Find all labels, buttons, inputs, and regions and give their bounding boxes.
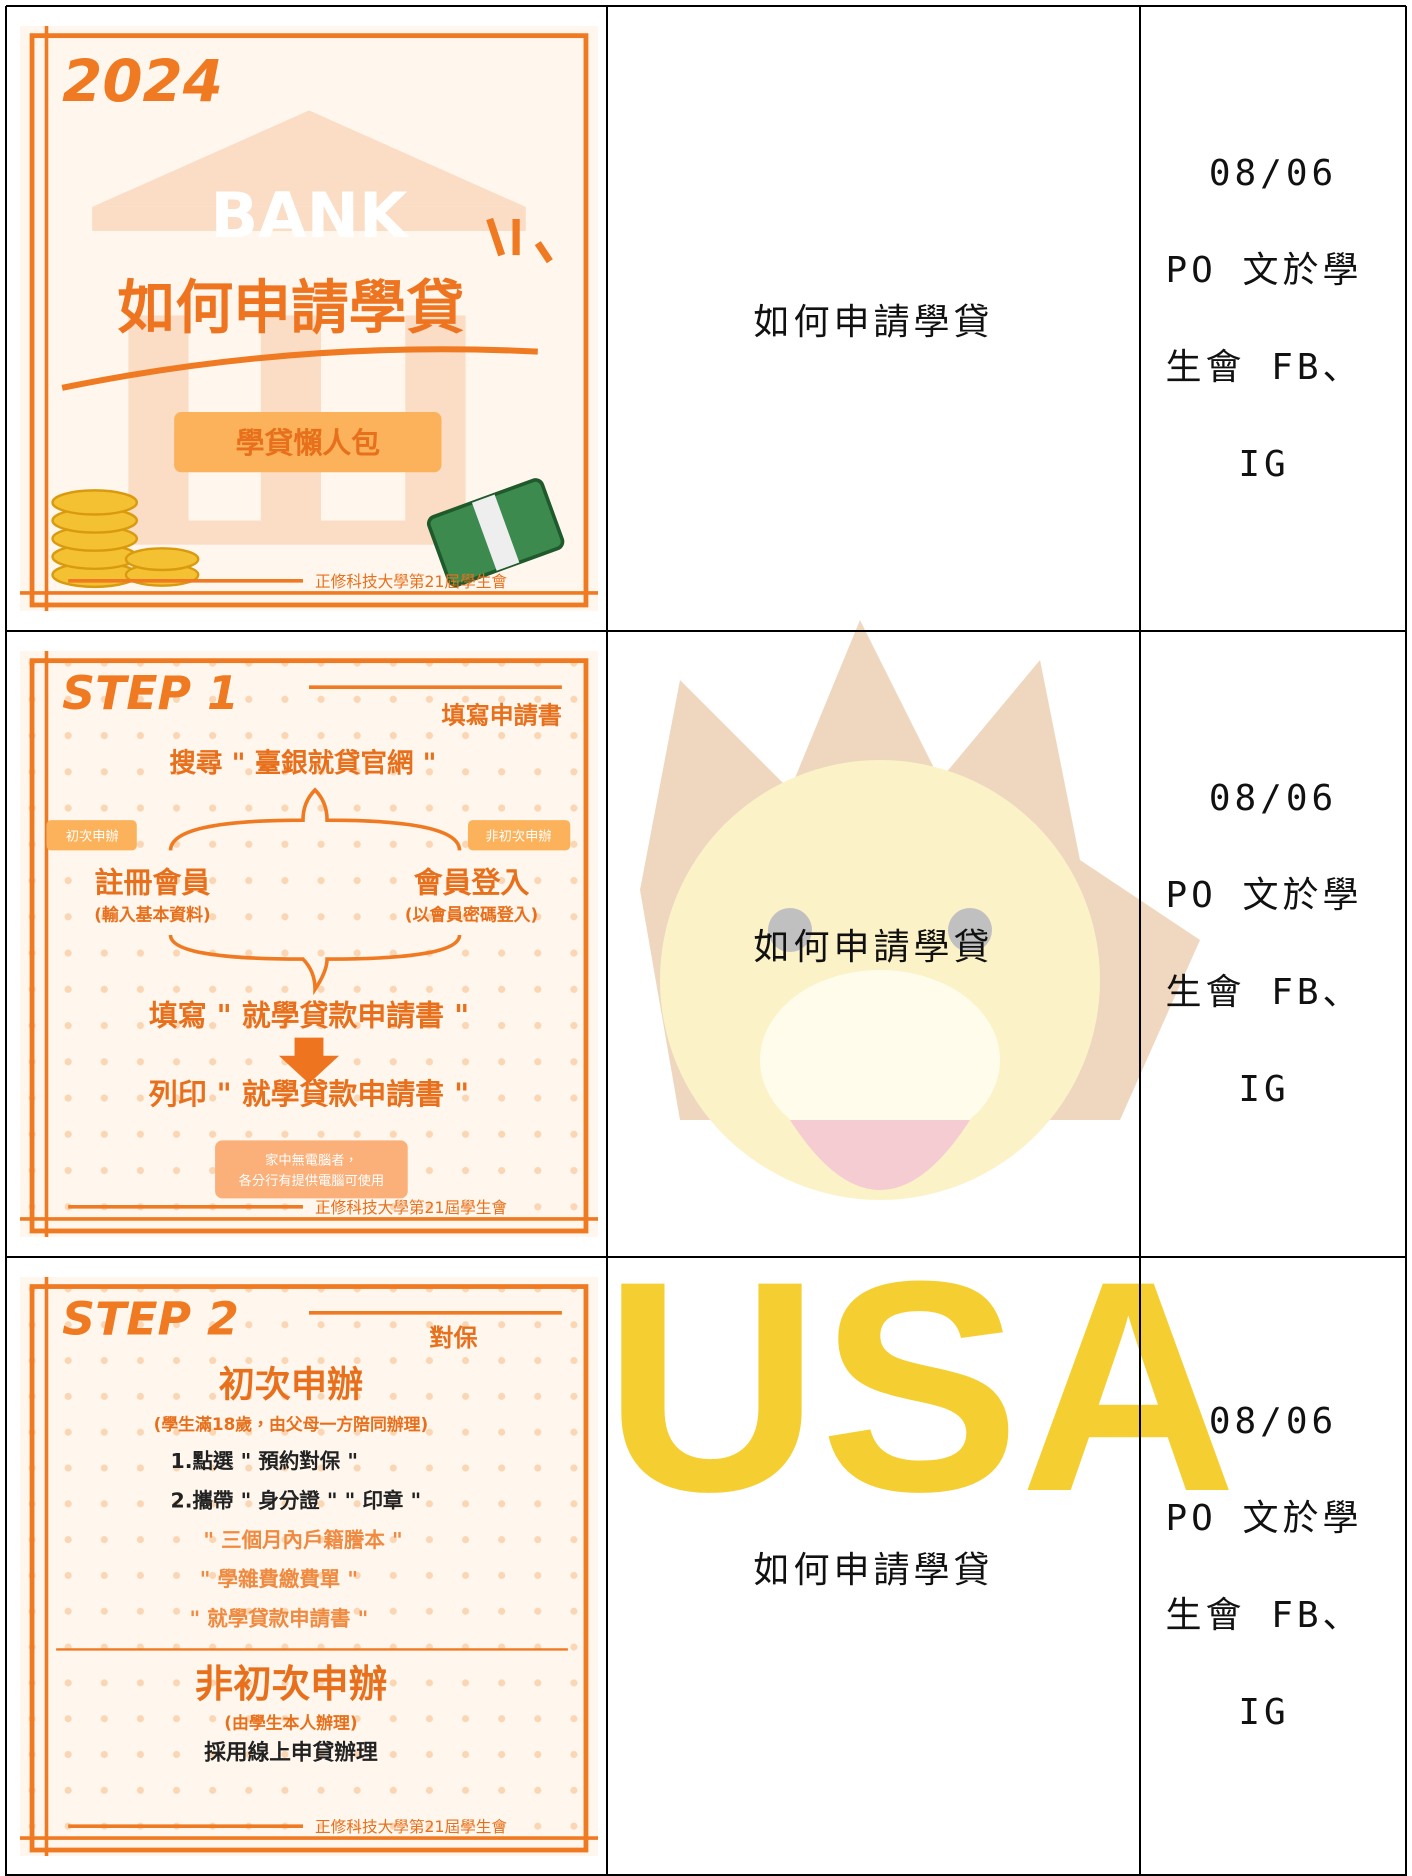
poster-note: 家中無電腦者，: [265, 1151, 358, 1168]
decoration: [92, 110, 526, 207]
poster-image: STEP 1 填寫申請書 搜尋 " 臺銀就貸官網 " 初次申辦 非初次申辦 註冊…: [20, 651, 598, 1237]
post-info: 08/06 PO 文於學生會 FB、IG: [1153, 125, 1393, 513]
title-cell: 如何申請學貸: [607, 631, 1140, 1257]
title-text: 如何申請學貸: [753, 1549, 994, 1591]
poster-image: STEP 2 對保 初次申辦 (學生滿18歲，由父母一方陪同辦理) 1.點選 "…: [20, 1277, 598, 1856]
decoration: [29, 658, 589, 1234]
decoration: [174, 411, 442, 473]
decoration: [948, 908, 992, 952]
date-text: 08/06: [1208, 152, 1338, 194]
date-text: 08/06: [1208, 778, 1338, 819]
poster-search: 搜尋 " 臺銀就貸官網 ": [169, 748, 436, 779]
poster-text: 會員登入: [414, 866, 530, 900]
note-text: PO 文於學生會 FB、IG: [1165, 249, 1363, 485]
post-cell: 08/06 PO 文於學生會 FB、IG: [1140, 1257, 1406, 1876]
poster-text: 1.點選 " 預約對保 ": [171, 1449, 358, 1473]
post-cell: 08/06 PO 文於學生會 FB、IG: [1140, 6, 1406, 631]
poster-text: 註冊會員: [95, 866, 211, 900]
decoration: [640, 620, 1200, 1200]
decoration: [29, 1284, 589, 1853]
title-cell: 如何申請學貸: [607, 6, 1140, 631]
poster-text: (學生滿18歲，由父母一方陪同辦理): [154, 1414, 429, 1434]
decoration: [61, 346, 538, 391]
decoration: [46, 820, 137, 851]
decoration: [278, 1037, 340, 1084]
decoration: [20, 1277, 598, 1856]
decoration: [20, 651, 598, 1237]
decoration: [124, 547, 200, 572]
decoration: [215, 1140, 408, 1199]
poster-heading: 填寫申請書: [442, 701, 562, 729]
decoration: [467, 820, 571, 851]
decoration: [168, 787, 462, 851]
poster-text: (由學生本人辦理): [224, 1712, 357, 1732]
decoration: [29, 33, 589, 608]
date-text: 08/06: [1208, 1400, 1338, 1442]
poster-step: STEP 2: [62, 1292, 239, 1345]
decoration: [486, 217, 553, 264]
poster-step: STEP 1: [62, 666, 239, 720]
poster-footer: 正修科技大學第21屆學生會: [315, 572, 507, 591]
poster-text: (以會員密碼登入): [405, 904, 538, 924]
decoration: [5, 5, 1407, 1876]
poster-image: 2024 BANK 如何申請學貸 學貸懶人包 正修科技大學第21屆學生會: [20, 26, 598, 611]
poster-title: 如何申請學貸: [118, 274, 465, 342]
decoration: [760, 970, 1000, 1150]
decoration: [56, 47, 297, 109]
poster-text: " 就學貸款申請書 ": [189, 1607, 368, 1631]
poster-text: 初次申辦: [219, 1365, 364, 1406]
decoration: [426, 478, 565, 587]
note-text: PO 文於學生會 FB、IG: [1165, 1497, 1363, 1733]
decoration: [790, 1120, 970, 1190]
watermark-text: USA: [603, 1218, 1236, 1554]
title-cell: 如何申請學貸: [607, 1257, 1140, 1876]
poster-badge: 學貸懶人包: [236, 426, 381, 460]
poster-bank: BANK: [210, 179, 410, 252]
poster-footer: 正修科技大學第21屆學生會: [315, 1817, 507, 1836]
post-info: 08/06 PO 文於學生會 FB、IG: [1153, 750, 1393, 1138]
poster-text: 採用線上申貸辦理: [204, 1739, 378, 1765]
post-info: 08/06 PO 文於學生會 FB、IG: [1153, 1373, 1393, 1761]
decoration: [168, 934, 462, 996]
poster-heading: 對保: [429, 1324, 477, 1352]
poster-note: 各分行有提供電腦可使用: [239, 1172, 385, 1189]
poster-text: 2.攜帶 " 身分證 " " 印章 ": [171, 1488, 422, 1512]
title-text: 如何申請學貸: [753, 927, 994, 968]
poster-text: 填寫 " 就學貸款申請書 ": [149, 999, 469, 1033]
poster-text: " 三個月內戶籍謄本 ": [203, 1528, 402, 1552]
poster-text: " 學雜費繳費單 ": [200, 1567, 358, 1591]
note-text: PO 文於學生會 FB、IG: [1165, 875, 1363, 1110]
title-text: 如何申請學貸: [753, 301, 994, 343]
decoration: [660, 760, 1100, 1200]
poster-footer: 正修科技大學第21屆學生會: [315, 1198, 507, 1217]
decoration: [768, 908, 812, 952]
poster-text: 非初次申辦: [195, 1662, 388, 1707]
watermark: USA: [603, 620, 1237, 1554]
decoration: [640, 620, 1200, 1120]
poster-text: 列印 " 就學貸款申請書 ": [148, 1077, 469, 1111]
poster-text: (輸入基本資料): [94, 904, 210, 924]
decoration: [92, 206, 526, 232]
decoration: [471, 494, 520, 571]
poster-year: 2024: [62, 47, 223, 115]
decoration: [51, 489, 139, 516]
poster-tag: 非初次申辦: [485, 829, 551, 845]
poster-tag: 初次申辦: [66, 829, 119, 845]
post-cell: 08/06 PO 文於學生會 FB、IG: [1140, 631, 1406, 1257]
